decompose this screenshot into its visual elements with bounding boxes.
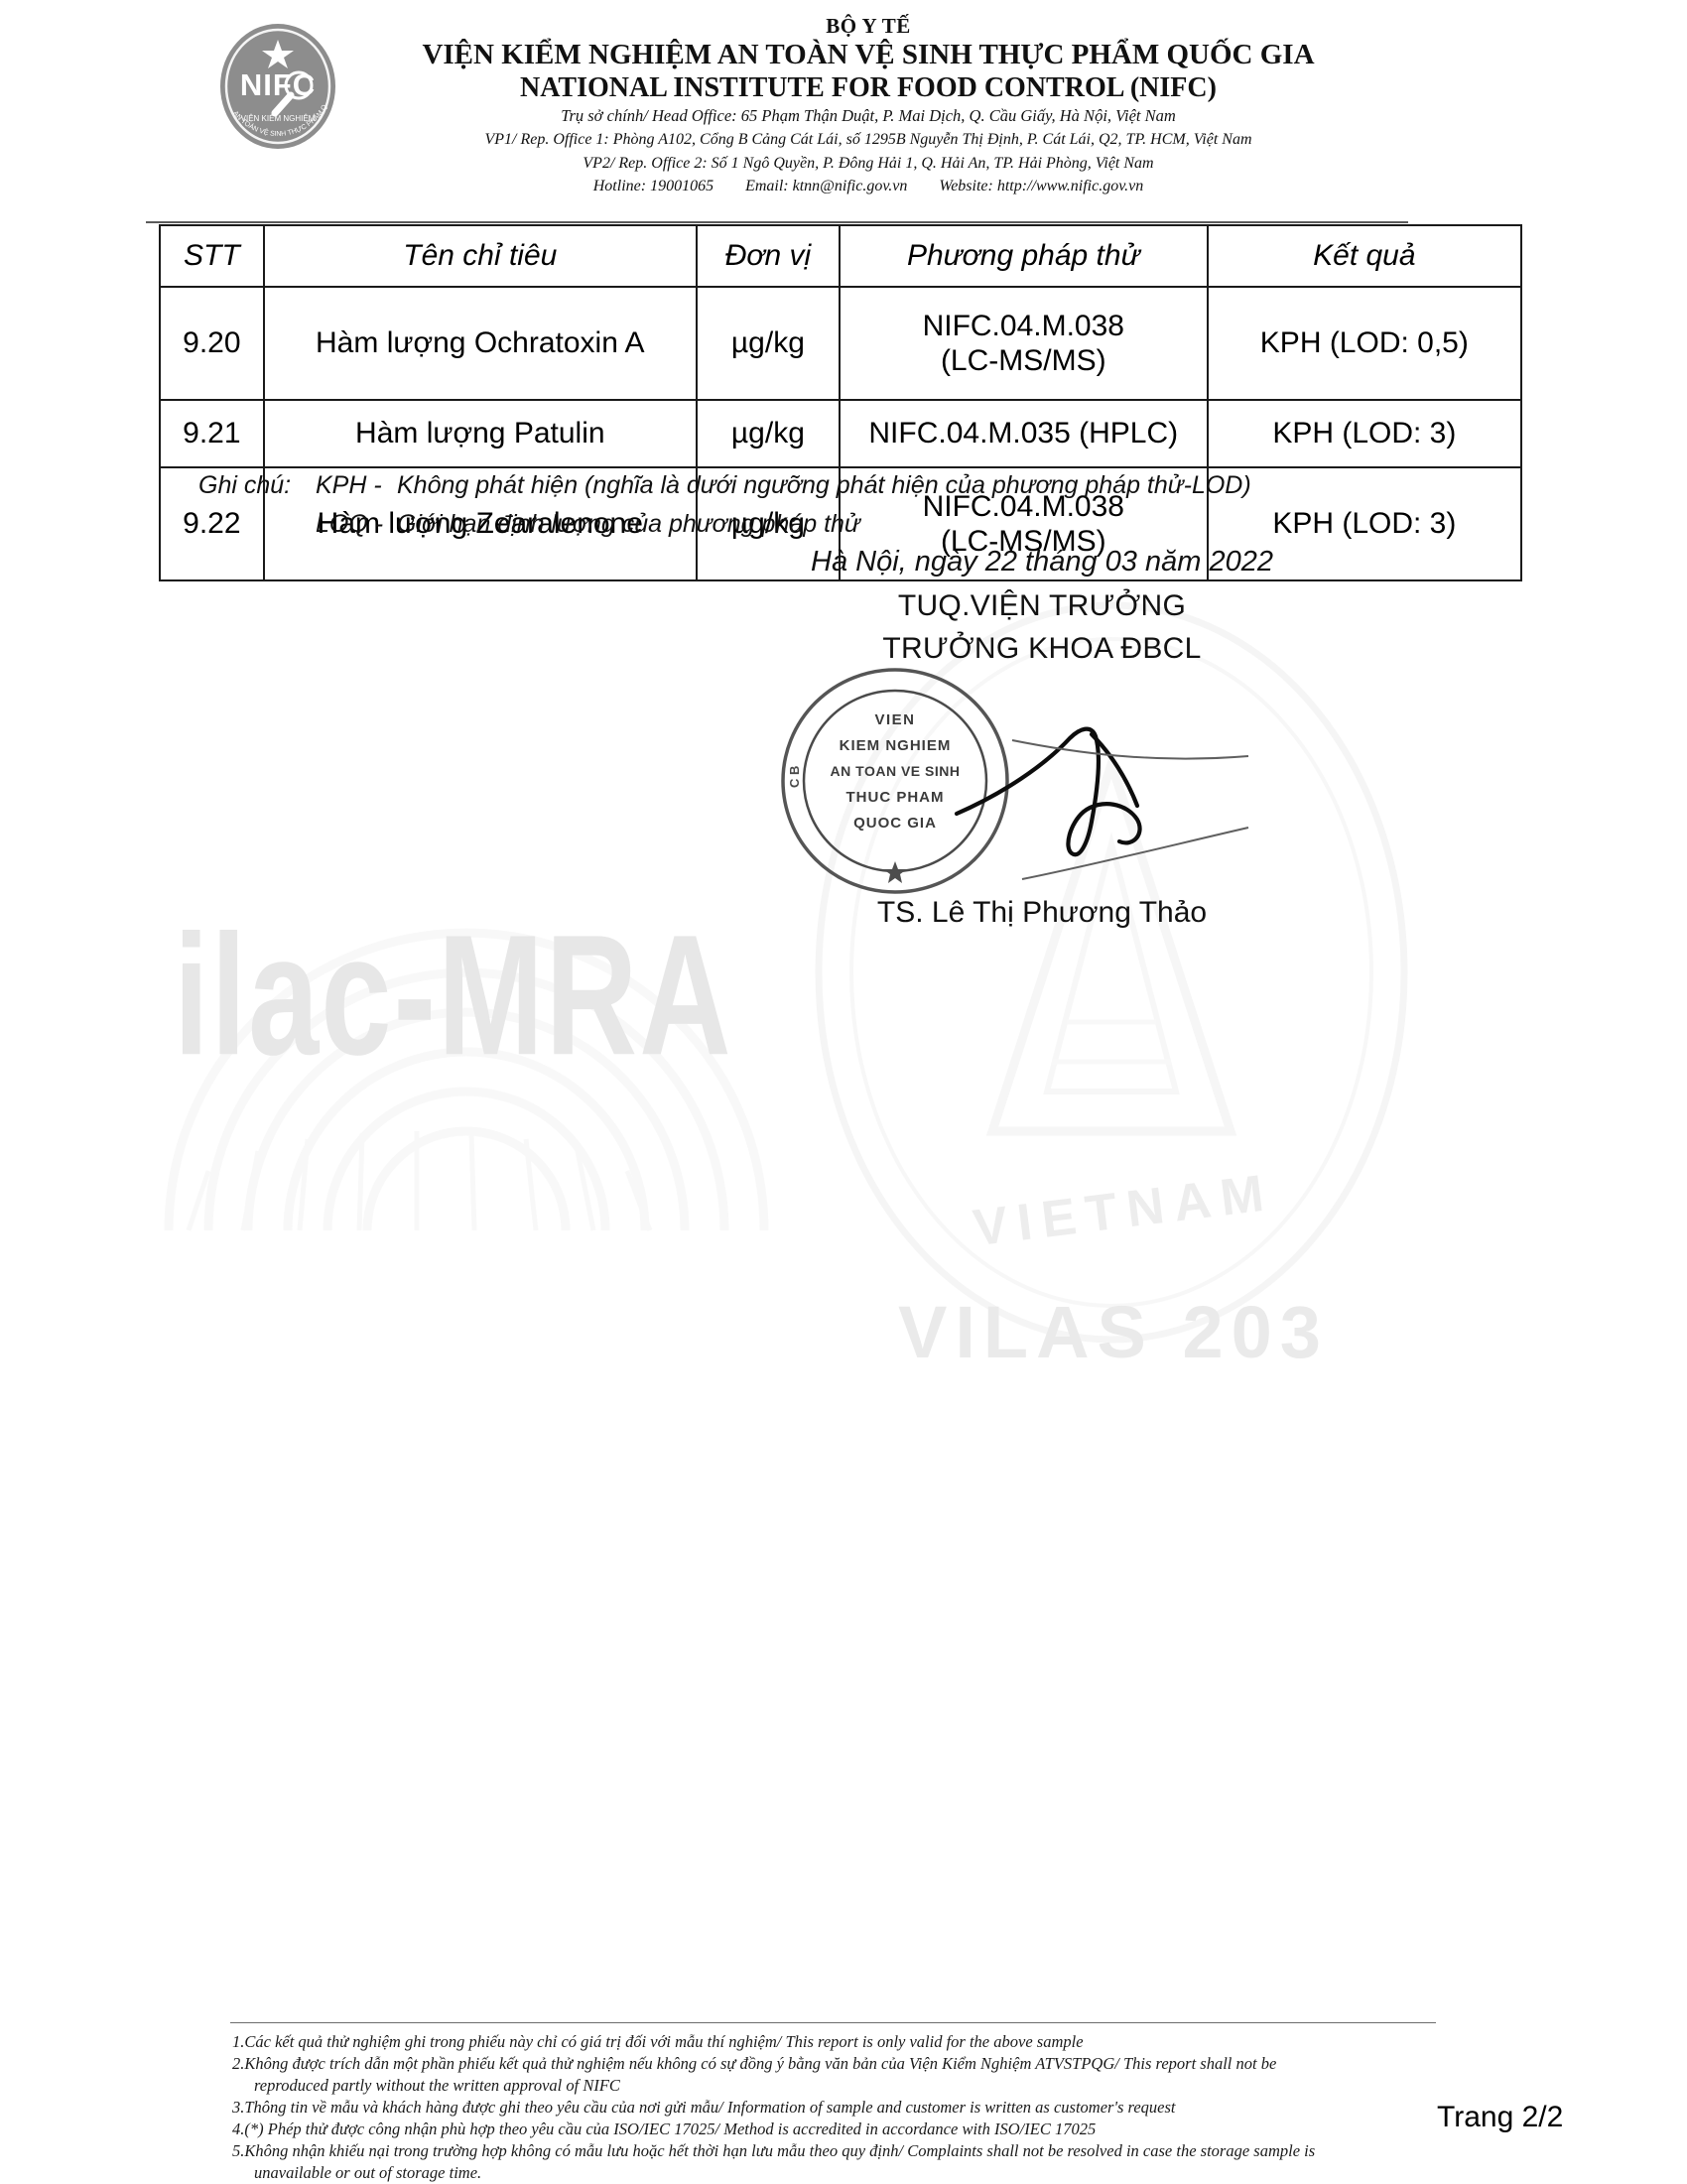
cell-indicator: Hàm lượng Patulin [262, 399, 698, 468]
signature-title-2: TRƯỞNG KHOA ĐBCL [882, 632, 1202, 665]
cell-result: KPH (LOD: 3) [1206, 466, 1523, 581]
footer-note-continuation: reproduced partly without the written ap… [254, 2075, 620, 2095]
footer-note-text: Không được trích dẫn một phần phiếu kết … [244, 2053, 1277, 2073]
footer-note-text: Thông tin về mẫu và khách hàng được ghi … [244, 2097, 1176, 2117]
cell-stt: 9.22 [159, 466, 265, 581]
svg-text:VIEN: VIEN [874, 711, 915, 728]
column-header-result: Kết quả [1206, 224, 1523, 288]
footer-note-number: 4. [232, 2119, 245, 2138]
header-divider [146, 221, 1408, 223]
note-kph-key: KPH - [316, 471, 382, 499]
note-loq-key: LOQ - [316, 509, 384, 538]
footer-note-number: 2. [232, 2053, 245, 2073]
hotline-text: Hotline: 19001065 [592, 177, 714, 194]
ministry-name: BỘ Y TẾ [826, 14, 911, 38]
method-line-1: NIFC.04.M.038 [922, 489, 1124, 523]
table-body: 9.20 Hàm lượng Ochratoxin A µg/kg NIFC.0… [159, 286, 1523, 581]
nifc-logo-icon: NIFC VIỆN KIỂM NGHIỆM AN TOÀN VỆ SINH TH… [203, 22, 335, 149]
cell-unit: µg/kg [695, 399, 841, 468]
website-text[interactable]: Website: http://www.nific.gov.vn [939, 177, 1144, 194]
note-kph-text: Không phát hiện (nghĩa là dưới ngưỡng ph… [397, 471, 1251, 499]
footer-note-text: Các kết quả thử nghiệm ghi trong phiếu n… [244, 2032, 1084, 2051]
cell-result: KPH (LOD: 0,5) [1206, 286, 1523, 401]
signer-name: TS. Lê Thị Phương Thảo [876, 896, 1208, 929]
handwritten-signature-icon [954, 726, 1249, 880]
cell-method: NIFC.04.M.035 (HPLC) [838, 399, 1209, 468]
footer-divider [230, 2022, 1436, 2023]
footer-note-item: 3.Thông tin về mẫu và khách hàng được gh… [232, 2097, 1443, 2119]
column-header-indicator: Tên chỉ tiêu [262, 224, 698, 288]
institute-name-en: NATIONAL INSTITUTE FOR FOOD CONTROL (NIF… [520, 72, 1217, 104]
method-line-2: (LC-MS/MS) [940, 344, 1106, 377]
footer-note-item: 1.Các kết quả thử nghiệm ghi trong phiếu… [232, 2031, 1443, 2053]
table-row: 9.22 Hàm lượng Zearalenone µg/kg NIFC.04… [159, 466, 1523, 581]
footer-note-text: (*) Phép thử được công nhận phù hợp theo… [244, 2119, 1097, 2138]
cell-stt: 9.20 [159, 286, 265, 401]
svg-text:QUOC GIA: QUOC GIA [853, 815, 937, 832]
cell-indicator: Hàm lượng Ochratoxin A [262, 286, 698, 401]
signature-date: Hà Nội, ngày 22 tháng 03 năm 2022 [811, 546, 1273, 578]
footer-note-text: Không nhận khiếu nại trong trường hợp kh… [244, 2140, 1316, 2160]
letterhead-text: BỘ Y TẾ VIỆN KIỂM NGHIỆM AN TOÀN VỆ SINH… [367, 14, 1369, 198]
test-results-table: STT Tên chỉ tiêu Đơn vị Phương pháp thử … [159, 224, 1523, 581]
note-kph: Ghi chú: KPH - Không phát hiện (nghĩa là… [198, 466, 1489, 505]
method-line-1: NIFC.04.M.038 [922, 309, 1124, 342]
svg-text:AN TOAN VE SINH: AN TOAN VE SINH [831, 763, 961, 779]
page-number: Trang 2/2 [1437, 2101, 1564, 2133]
column-header-unit: Đơn vị [695, 224, 841, 288]
footer-note-number: 1. [232, 2032, 245, 2051]
address-rep-office-1: VP1/ Rep. Office 1: Phòng A102, Cổng B C… [484, 131, 1252, 149]
svg-text:THUC PHAM: THUC PHAM [846, 789, 945, 806]
cell-unit: µg/kg [695, 466, 841, 581]
address-rep-office-2: VP2/ Rep. Office 2: Số 1 Ngô Quyền, P. Đ… [583, 154, 1154, 172]
note-spacer [198, 505, 316, 544]
footer-note-continuation: unavailable or out of storage time. [254, 2162, 482, 2182]
notes-label: Ghi chú: [198, 471, 292, 499]
email-text: Email: ktnn@nific.gov.vn [745, 177, 908, 194]
column-header-method: Phương pháp thử [838, 224, 1209, 288]
table-header-row: STT Tên chỉ tiêu Đơn vị Phương pháp thử … [159, 224, 1523, 288]
footer-notes: 1.Các kết quả thử nghiệm ghi trong phiếu… [232, 2031, 1443, 2184]
contact-row: Hotline: 19001065 Email: ktnn@nific.gov.… [367, 175, 1369, 198]
footer-note-number: 5. [232, 2140, 245, 2160]
institute-name-vi: VIỆN KIỂM NGHIỆM AN TOÀN VỆ SINH THỰC PH… [422, 39, 1315, 71]
svg-text:KIEM NGHIEM: KIEM NGHIEM [840, 737, 952, 754]
notes-section: Ghi chú: KPH - Không phát hiện (nghĩa là… [198, 466, 1489, 544]
table-row: 9.20 Hàm lượng Ochratoxin A µg/kg NIFC.0… [159, 286, 1523, 401]
table-row: 9.21 Hàm lượng Patulin µg/kg NIFC.04.M.0… [159, 399, 1523, 468]
table-header: STT Tên chỉ tiêu Đơn vị Phương pháp thử … [159, 224, 1523, 288]
address-head-office: Trụ sở chính/ Head Office: 65 Phạm Thận … [561, 106, 1176, 126]
footer-note-number: 3. [232, 2097, 245, 2117]
footer-note-item: 5.Không nhận khiếu nại trong trường hợp … [232, 2140, 1443, 2184]
letterhead: NIFC VIỆN KIỂM NGHIỆM AN TOÀN VỆ SINH TH… [0, 14, 1687, 223]
note-loq-text: Giới hạn định lượng của phương pháp thử [397, 509, 860, 538]
column-header-stt: STT [159, 224, 265, 288]
method-line-2: (LC-MS/MS) [940, 525, 1106, 558]
footer-note-item: 2.Không được trích dẫn một phần phiếu kế… [232, 2053, 1443, 2097]
cell-method: NIFC.04.M.038 (LC-MS/MS) [838, 286, 1209, 401]
signature-block: Hà Nội, ngày 22 tháng 03 năm 2022 TUQ.VI… [734, 541, 1350, 671]
svg-text:VIỆN KIỂM NGHIỆM: VIỆN KIỂM NGHIỆM [241, 114, 316, 123]
note-loq: LOQ - Giới hạn định lượng của phương phá… [198, 505, 1489, 544]
svg-text:C B: C B [787, 766, 802, 788]
cell-unit: µg/kg [695, 286, 841, 401]
footer-note-item: 4.(*) Phép thử được công nhận phù hợp th… [232, 2119, 1443, 2140]
cell-stt: 9.21 [159, 399, 265, 468]
signature-title-1: TUQ.VIỆN TRƯỞNG [897, 588, 1187, 622]
cell-method: NIFC.04.M.038 (LC-MS/MS) [838, 466, 1209, 581]
cell-indicator: Hàm lượng Zearalenone [262, 466, 698, 581]
cell-result: KPH (LOD: 3) [1206, 399, 1523, 468]
